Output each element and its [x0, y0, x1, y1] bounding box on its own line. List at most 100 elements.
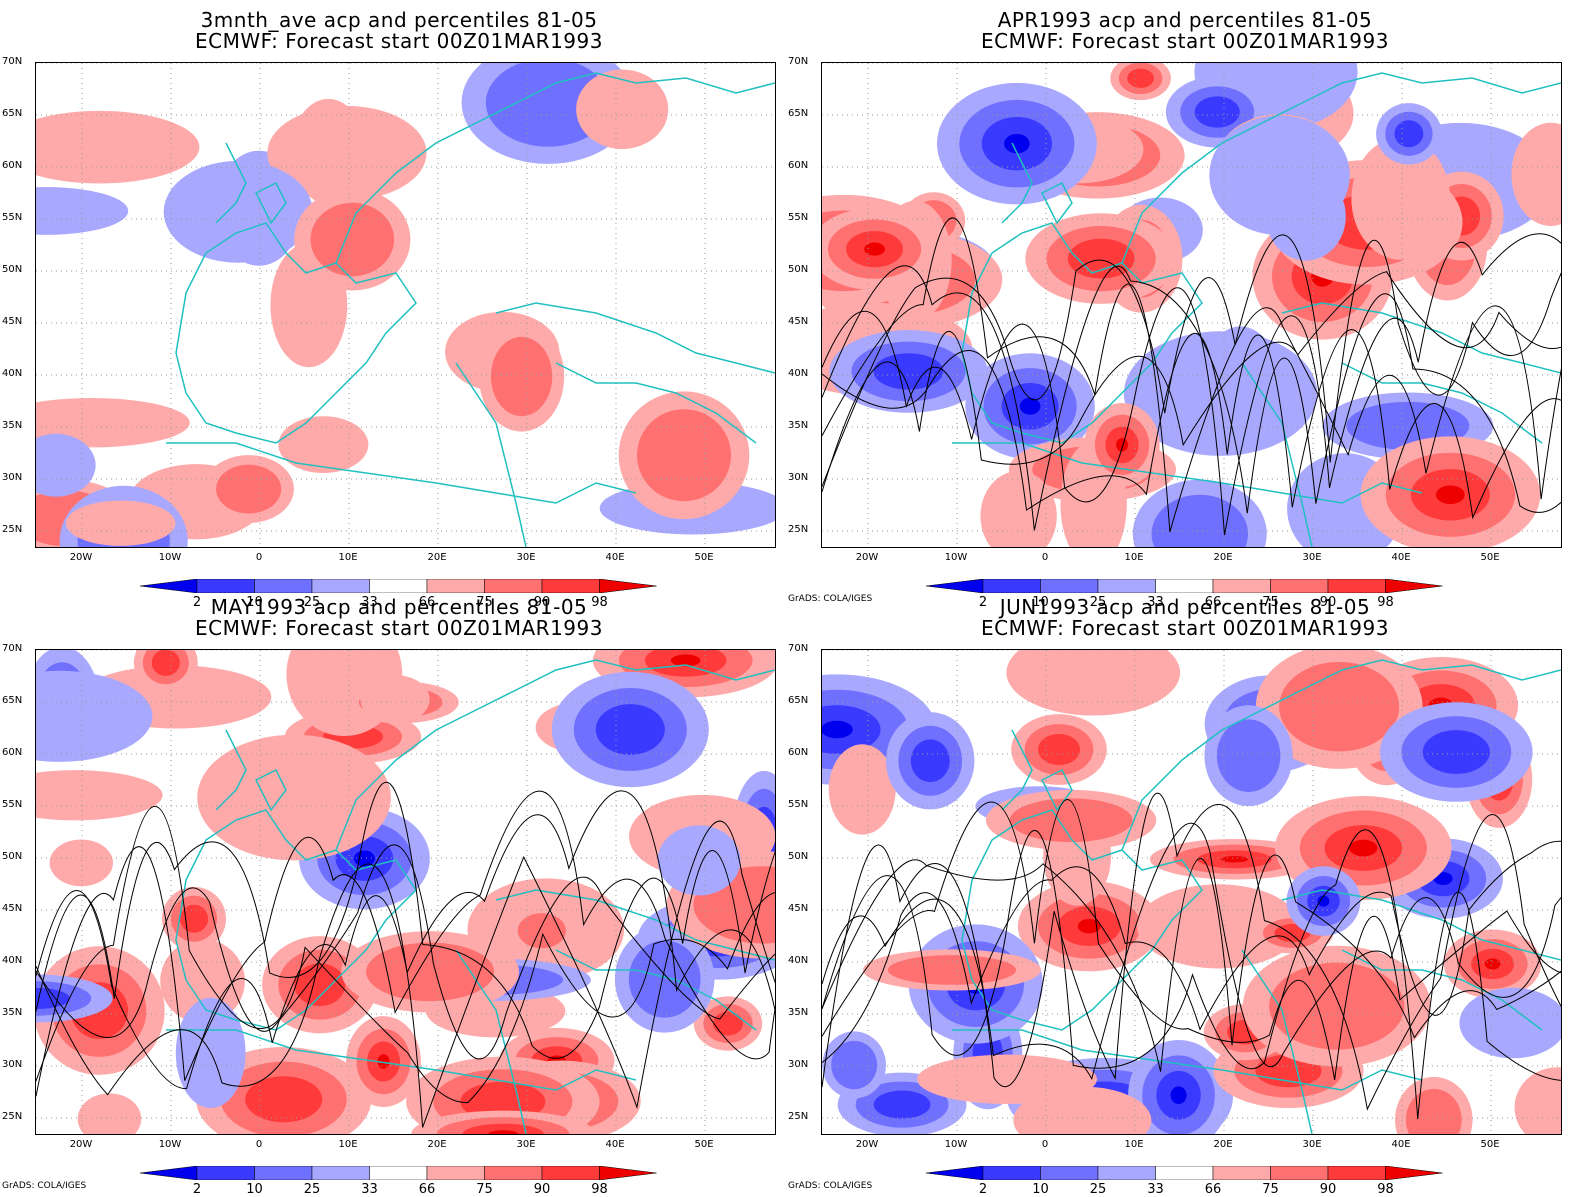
coastline: [215, 142, 247, 224]
lon-label: 40E: [1391, 1139, 1411, 1150]
colorbar-segment: [1097, 1165, 1156, 1181]
anomaly-shade: [1127, 68, 1154, 88]
colorbar-label: 25: [1089, 1182, 1107, 1197]
lat-label: 65N: [788, 695, 809, 706]
lon-label: 10W: [944, 1139, 968, 1150]
coastline: [495, 302, 775, 374]
anomaly-shade: [163, 160, 313, 263]
anomaly-shade: [36, 433, 96, 497]
colorbar-label: 98: [1377, 1182, 1394, 1197]
colorbar-label: 10: [246, 1182, 263, 1197]
anomaly-shade: [197, 734, 391, 861]
lon-label: 0: [1041, 1139, 1049, 1150]
anomaly-shade: [490, 336, 553, 417]
colorbar-label: 66: [418, 595, 436, 610]
lon-label: 50E: [1480, 1139, 1500, 1150]
contour-line: [36, 790, 775, 1090]
colorbar-segment: [1155, 1165, 1214, 1181]
coastline: [335, 659, 775, 851]
anomaly-shade: [1514, 1067, 1561, 1134]
colorbar-label: 25: [303, 595, 321, 610]
anomaly-shade: [65, 500, 176, 546]
anomaly-shade: [1279, 661, 1400, 752]
lon-label: 0: [255, 1139, 263, 1150]
anomaly-shade: [1349, 839, 1378, 857]
lat-label: 50N: [788, 264, 809, 275]
anomaly-shade: [360, 675, 430, 724]
lat-label: 65N: [788, 108, 809, 119]
colorbar-label: 10: [1032, 1182, 1049, 1197]
grads-credit: GrADS: COLA/IGES: [788, 1181, 873, 1191]
lat-label: 60N: [788, 747, 809, 758]
grads-credit: GrADS: COLA/IGES: [788, 594, 873, 604]
contour-line: [36, 844, 775, 1060]
colorbar-label: 90: [533, 1182, 551, 1197]
lon-label: 20W: [855, 552, 879, 563]
anomaly-shade: [245, 1076, 323, 1123]
colorbar-label: 2: [978, 1182, 988, 1197]
colorbar-label: 25: [303, 1182, 321, 1197]
lon-label: 20E: [427, 1139, 447, 1150]
contour-line: [822, 329, 1561, 520]
anomaly-shade: [628, 940, 701, 1018]
colorbar: [925, 578, 1446, 597]
lat-label: 30N: [2, 1059, 23, 1070]
anomaly-shade: [294, 963, 346, 1007]
anomaly-shade: [1317, 895, 1330, 907]
anomaly-shade: [278, 416, 369, 474]
lon-label: 20E: [427, 552, 447, 563]
anomaly-shade: [1511, 122, 1561, 227]
colorbar-label: 75: [1262, 1182, 1279, 1197]
colorbar-label: 10: [246, 595, 263, 610]
coastline: [1341, 949, 1543, 1031]
contour-line: [822, 265, 1561, 531]
lat-label: 50N: [2, 851, 23, 862]
anomaly-shade: [1269, 962, 1405, 1050]
colorbar-label: 33: [1147, 595, 1164, 610]
anomaly-shade: [462, 1123, 544, 1134]
lat-label: 30N: [788, 1059, 809, 1070]
lat-label: 60N: [788, 160, 809, 171]
colorbar: [139, 578, 660, 597]
anomaly-shade: [980, 470, 1057, 547]
coastline: [961, 222, 1203, 444]
lon-label: 50E: [694, 1139, 714, 1150]
colorbar-label: 33: [1147, 1182, 1164, 1197]
anomaly-shade: [1077, 918, 1101, 934]
contour-line: [822, 217, 1561, 533]
coastline: [215, 729, 247, 811]
lon-label: 10W: [944, 552, 968, 563]
lat-label: 70N: [2, 643, 23, 654]
colorbar-segment: [311, 1165, 370, 1181]
anomaly-shade: [36, 398, 190, 448]
lat-label: 40N: [2, 368, 23, 379]
panel-subtitle: ECMWF: Forecast start 00Z01MAR1993: [981, 29, 1389, 53]
colorbar-segment: [426, 1165, 485, 1181]
lon-label: 0: [1041, 552, 1049, 563]
lon-label: 50E: [1480, 552, 1500, 563]
lat-label: 35N: [2, 420, 23, 431]
anomaly-shade: [1123, 331, 1318, 456]
colorbar-arrow-left: [139, 1165, 198, 1181]
lat-label: 60N: [2, 160, 23, 171]
anomaly-shade: [873, 1090, 931, 1119]
coastline: [254, 181, 287, 225]
coastline: [555, 362, 757, 444]
anomaly-shade: [1037, 733, 1081, 766]
panel-title: MAY1993 acp and percentiles 81-05: [210, 595, 588, 619]
colorbar-label: 2: [192, 595, 202, 610]
anomaly-shade: [1013, 1086, 1152, 1134]
coastline: [1001, 142, 1033, 224]
colorbar-label: 66: [418, 1182, 436, 1197]
lon-label: 30E: [516, 552, 536, 563]
anomaly-shade: [36, 670, 153, 762]
coastline: [1001, 729, 1033, 811]
anomaly-shade: [1216, 719, 1281, 792]
map-panel-p1: 3mnth_ave acp and percentiles 81-05 ECMWF…: [0, 0, 798, 610]
coastline: [335, 72, 775, 264]
colorbar-label: 10: [1032, 595, 1049, 610]
anomaly-shade: [1019, 397, 1041, 415]
lat-label: 45N: [788, 903, 809, 914]
colorbar-label: 75: [1262, 595, 1279, 610]
lon-label: 10W: [158, 1139, 182, 1150]
